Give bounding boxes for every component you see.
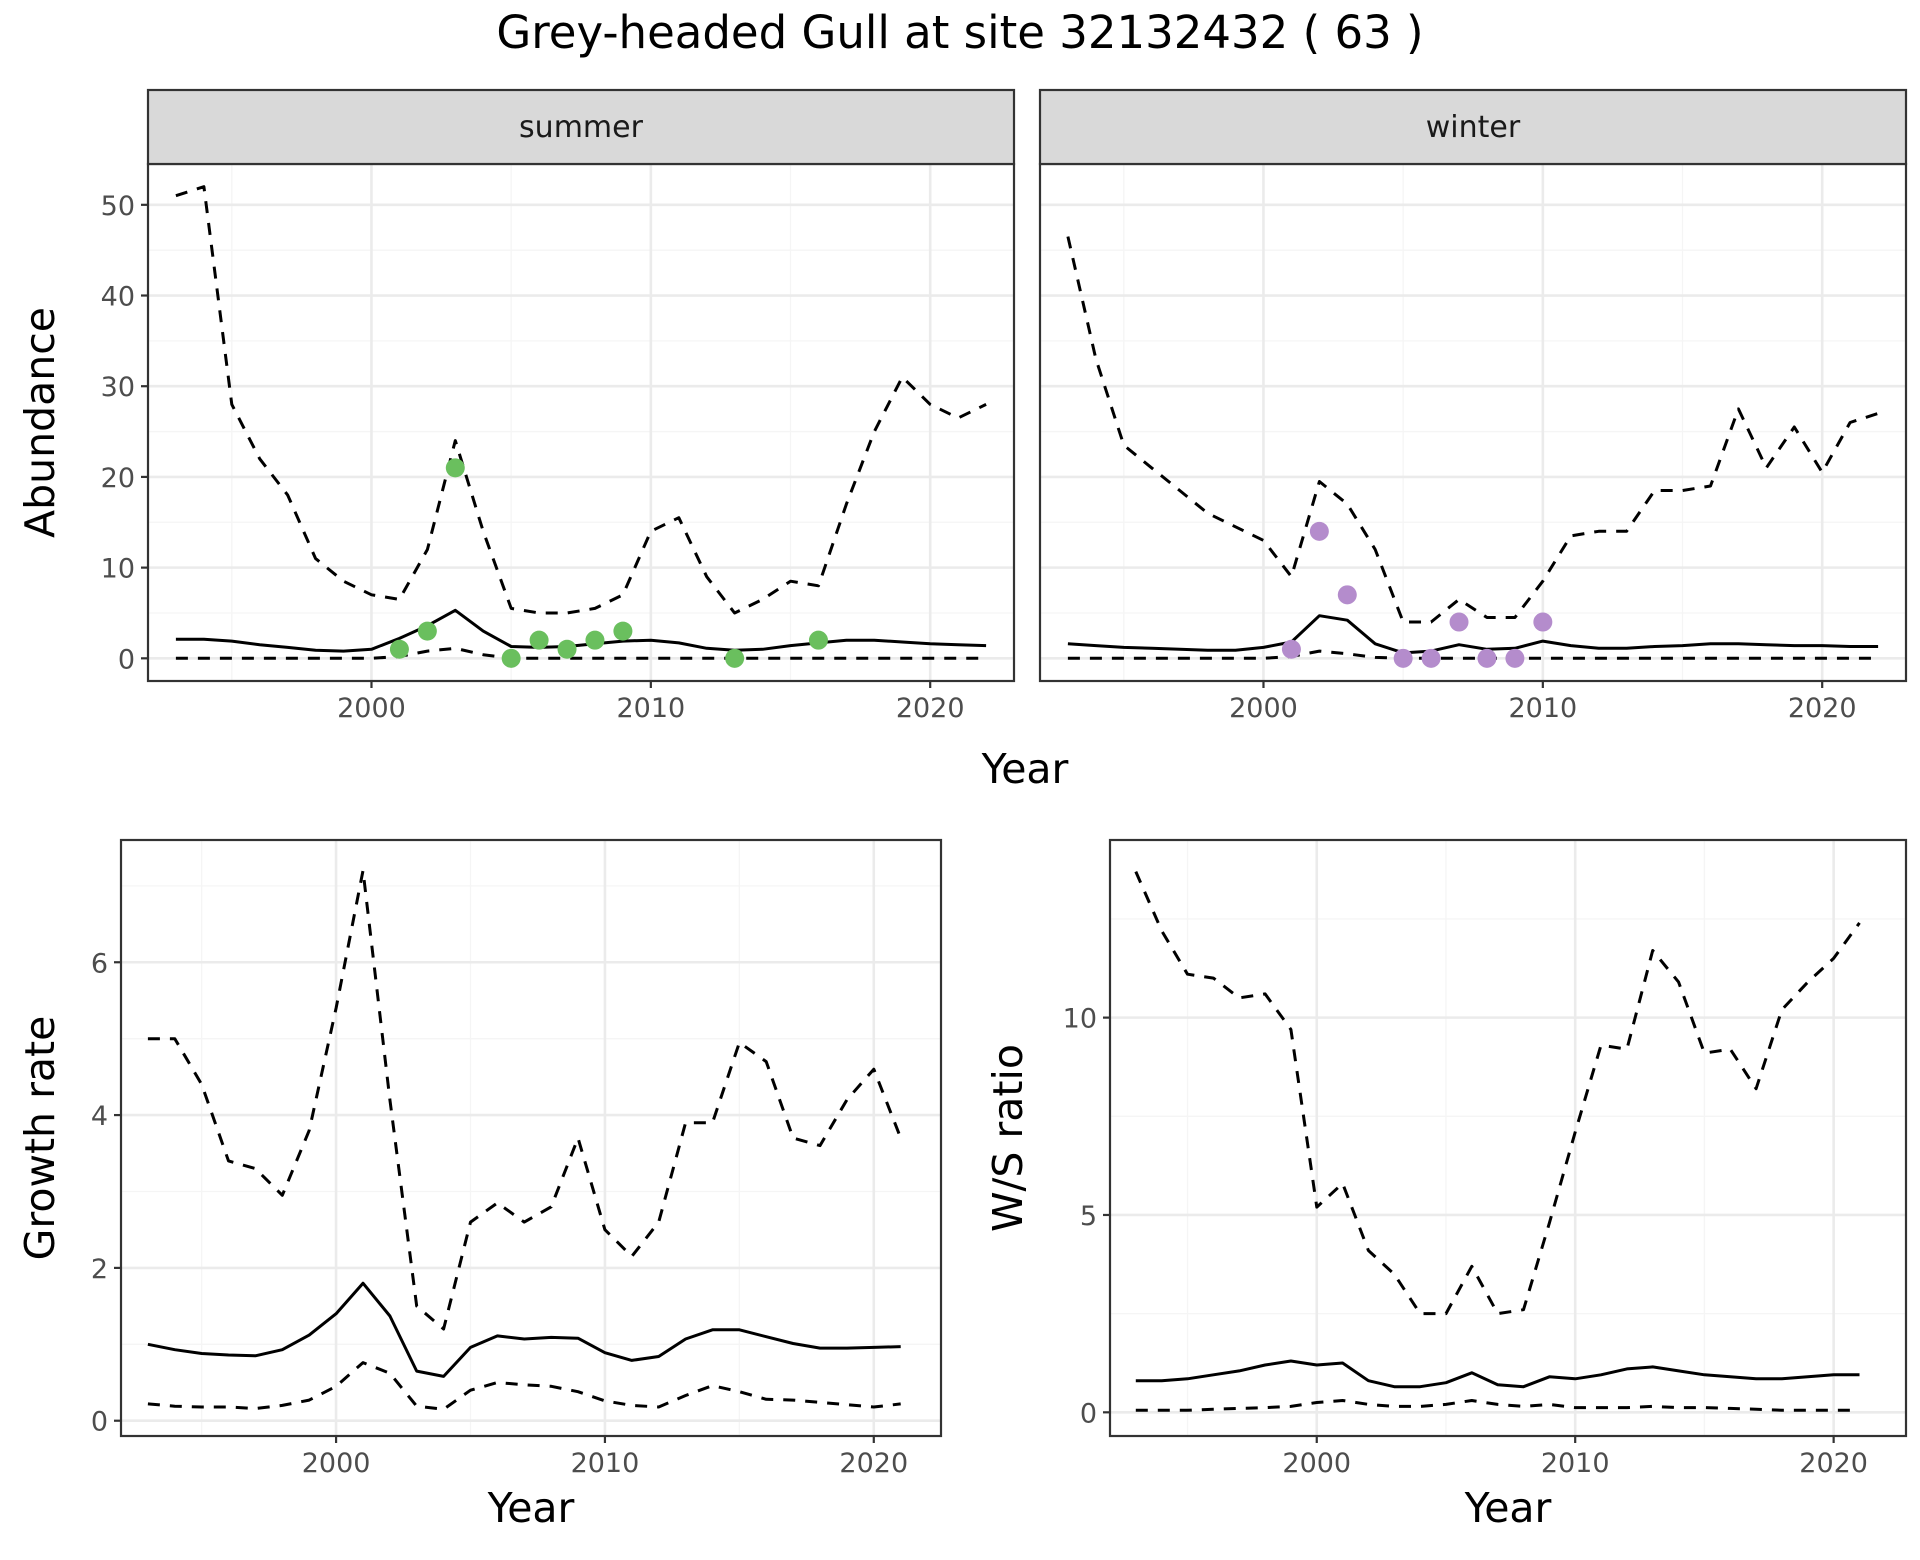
series-line-mean	[147, 1281, 901, 1378]
x-axis-ticks: 2000 2010 2020	[1282, 1436, 1868, 1479]
observation-point	[1449, 612, 1469, 632]
x-tick-label: 2010	[1508, 693, 1577, 724]
y-tick-label: 4	[91, 1101, 108, 1132]
y-tick-label: 0	[118, 644, 135, 675]
panel-background	[121, 840, 941, 1436]
panel-winter: winter 2000 2010 2020	[1038, 88, 1908, 724]
x-axis-ticks: 2000 2010 2020	[1229, 681, 1857, 724]
panel-background	[148, 164, 1014, 681]
panel-growth: 2000 2010 2020 0 2 4 6 Growth rate Year	[16, 838, 943, 1532]
panel-border	[1108, 838, 1908, 1438]
x-tick-label: 2000	[302, 1448, 371, 1479]
panel-ws: 2000 2010 2020 0 5 10 W/S ratio Year	[984, 838, 1908, 1532]
series-line-mean	[1067, 614, 1879, 655]
figure-title: Grey-headed Gull at site 32132432 ( 63 )	[496, 6, 1423, 59]
y-axis-label: W/S ratio	[984, 1044, 1032, 1232]
series-line-lower	[1135, 1399, 1860, 1412]
x-tick-label: 2000	[337, 693, 406, 724]
shared-x-axis-label: Year	[981, 745, 1069, 793]
y-axis-label: Growth rate	[16, 1016, 64, 1261]
series-line-upper	[175, 185, 987, 615]
observation-point	[613, 621, 633, 641]
y-axis-label: Abundance	[16, 307, 64, 538]
series-line-upper	[1066, 236, 1879, 624]
observation-point	[417, 621, 437, 641]
x-axis-ticks: 2000 2010 2020	[302, 1436, 908, 1479]
x-tick-label: 2010	[1541, 1448, 1610, 1479]
y-tick-label: 5	[1080, 1201, 1097, 1232]
strip-background	[1038, 88, 1908, 166]
observation-point	[1393, 648, 1413, 668]
observation-point	[501, 648, 521, 668]
y-tick-label: 40	[101, 282, 135, 313]
x-tick-label: 2010	[571, 1448, 640, 1479]
y-axis-ticks: 0 2 4 6	[91, 948, 121, 1438]
observation-point	[1505, 648, 1525, 668]
observation-point	[1309, 521, 1329, 541]
gridlines	[1040, 164, 1906, 681]
observation-point	[529, 630, 549, 650]
observation-point	[1421, 648, 1441, 668]
y-tick-label: 20	[101, 463, 135, 494]
x-axis-label: Year	[1464, 1484, 1552, 1532]
observation-point	[1281, 639, 1301, 659]
panel-background	[1040, 164, 1906, 681]
y-tick-label: 2	[91, 1254, 108, 1285]
series-line-mean	[1135, 1359, 1860, 1389]
series-line-upper	[147, 869, 903, 1331]
y-tick-label: 10	[101, 554, 135, 585]
x-tick-label: 2020	[1788, 693, 1857, 724]
y-tick-label: 50	[101, 191, 135, 222]
strip-label: winter	[1426, 110, 1521, 145]
observation-point	[808, 630, 828, 650]
x-tick-label: 2020	[896, 693, 965, 724]
observation-point	[725, 648, 745, 668]
panel-background	[1110, 840, 1906, 1436]
x-tick-label: 2020	[839, 1448, 908, 1479]
observation-point	[557, 639, 577, 659]
panel-border	[119, 838, 943, 1438]
facet-strip-winter: winter	[1038, 88, 1908, 166]
series-line-lower	[1067, 649, 1879, 660]
x-axis-ticks: 2000 2010 2020	[337, 681, 965, 724]
y-tick-label: 6	[91, 948, 108, 979]
series-line-mean	[175, 608, 987, 653]
x-tick-label: 2000	[1282, 1448, 1351, 1479]
y-tick-label: 30	[101, 372, 135, 403]
facet-strip-summer: summer	[146, 88, 1016, 166]
y-tick-label: 0	[1080, 1398, 1097, 1429]
observation-point	[1337, 585, 1357, 605]
y-tick-label: 0	[91, 1407, 108, 1438]
observation-point	[389, 639, 409, 659]
strip-label: summer	[519, 110, 644, 145]
y-tick-label: 10	[1063, 1004, 1097, 1035]
panel-summer: summer 2000 2010 2020 0 10 20 30 40 50 Abundance	[16, 88, 1016, 724]
gridlines	[1110, 840, 1906, 1436]
y-axis-ticks: 0 10 20 30 40 50	[101, 191, 148, 675]
observation-point	[1533, 612, 1553, 632]
observation-point	[1477, 648, 1497, 668]
x-axis-label: Year	[487, 1484, 575, 1532]
x-tick-label: 2010	[616, 693, 685, 724]
x-tick-label: 2020	[1799, 1448, 1868, 1479]
strip-background	[146, 88, 1016, 166]
observation-point	[585, 630, 605, 650]
observation-point	[445, 458, 465, 478]
y-axis-ticks: 0 5 10	[1063, 1004, 1110, 1429]
x-tick-label: 2000	[1229, 693, 1298, 724]
series-line-lower	[175, 646, 987, 660]
